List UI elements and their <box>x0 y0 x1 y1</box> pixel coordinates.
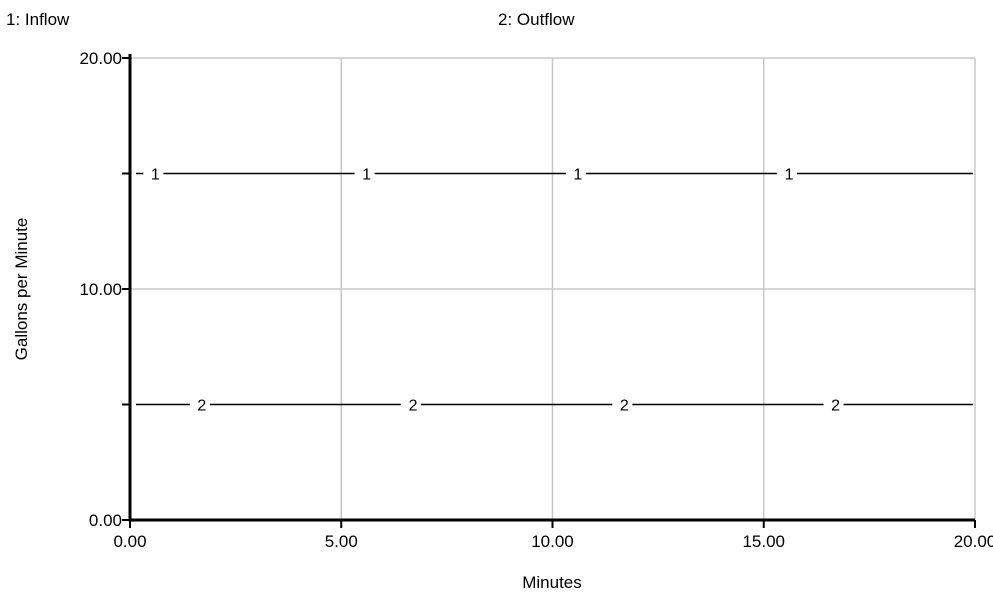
series-1-marker: 1 <box>362 167 371 184</box>
series-1-marker: 1 <box>785 167 794 184</box>
x-tick-label: 5.00 <box>325 532 358 551</box>
x-tick-label: 20.00 <box>954 532 993 551</box>
y-axis-title: Gallons per Minute <box>12 218 31 361</box>
x-tick-label: 15.00 <box>742 532 785 551</box>
series-1-marker: 1 <box>151 167 160 184</box>
axes: 0.00 10.00 20.00 0.00 5.00 10.00 15.00 20.00 <box>79 49 993 551</box>
series-1-marker: 1 <box>573 167 582 184</box>
legend-outflow: 2: Outflow <box>498 10 575 29</box>
legend-inflow: 1: Inflow <box>6 10 70 29</box>
y-tick-label: 10.00 <box>79 280 122 299</box>
y-tick-label: 0.00 <box>89 511 122 530</box>
series-2-marker: 2 <box>620 398 629 415</box>
y-tick-label: 20.00 <box>79 49 122 68</box>
x-tick-label: 10.00 <box>531 532 574 551</box>
x-tick-label: 0.00 <box>113 532 146 551</box>
series-2-marker: 2 <box>197 398 206 415</box>
series-2-marker: 2 <box>409 398 418 415</box>
series-2-marker: 2 <box>831 398 840 415</box>
grid-lines <box>130 57 976 520</box>
x-axis-title: Minutes <box>522 573 582 592</box>
series-lines: 1 1 1 1 2 2 2 2 <box>136 167 973 415</box>
